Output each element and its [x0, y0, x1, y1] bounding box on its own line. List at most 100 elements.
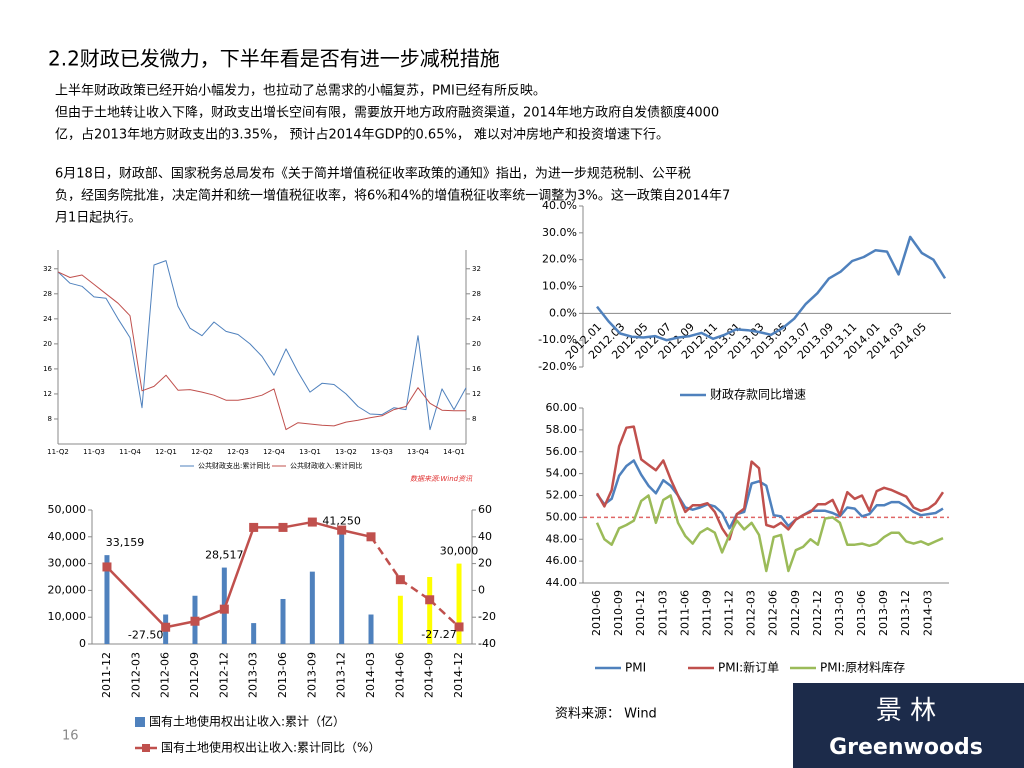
line-marker — [219, 604, 229, 614]
x-tick-label: 2014-06 — [393, 652, 406, 698]
bar — [456, 563, 462, 644]
x-tick-label: 2013-03 — [833, 590, 846, 636]
x-tick-label: 2012-06 — [767, 590, 780, 636]
y-tick-label: 60.00 — [546, 401, 578, 414]
x-tick-label: 13-Q1 — [299, 448, 321, 456]
x-tick-label: 2012-09 — [188, 652, 201, 698]
x-tick-label: 2010-12 — [634, 590, 647, 636]
x-tick-label: 2011-12 — [100, 652, 113, 698]
y-tick-label: 0 — [79, 637, 86, 650]
bar — [427, 577, 433, 644]
x-tick-label: 2014-12 — [452, 652, 465, 698]
bar — [280, 598, 286, 644]
paragraph-line: 上半年财政政策已经开始小幅发力，也拉动了总需求的小幅复苏，PMI已经有所反映。 — [55, 83, 546, 99]
x-tick-label: 13-Q4 — [407, 448, 429, 456]
x-tick-label: 2012-06 — [159, 652, 172, 698]
line-segment — [165, 619, 196, 629]
paragraph-line: 但由于土地转让收入下降，财政支出增长空间有限，需要放开地方政府融资渠道，2014… — [55, 105, 719, 121]
line — [595, 459, 944, 530]
line — [595, 425, 945, 541]
x-tick-label: 14-Q1 — [443, 448, 465, 456]
line-segment — [369, 536, 402, 581]
x-tick-label: 2011-12 — [723, 590, 736, 636]
x-tick-label: 13-Q3 — [371, 448, 393, 456]
y-tick-label: 40,000 — [48, 530, 87, 543]
x-tick-label: 2013-09 — [877, 590, 890, 636]
line-marker — [366, 532, 376, 542]
y-tick-label: -10.0% — [538, 333, 577, 346]
x-tick-label: 2012-12 — [811, 590, 824, 636]
x-tick-label: 11-Q4 — [119, 448, 141, 456]
data-label: 33,159 — [106, 536, 145, 549]
bar — [309, 571, 315, 644]
data-label: 30,000 — [440, 545, 479, 558]
x-tick-label: 2013-06 — [276, 652, 289, 698]
bar — [397, 595, 403, 644]
x-tick-label: 2014-03 — [364, 652, 377, 698]
legend-label: 国有土地使用权出让收入:累计同比（%） — [161, 740, 380, 755]
y2-tick-label: 20 — [472, 340, 481, 348]
x-tick-label: 2010-09 — [612, 590, 625, 636]
x-tick-label: 2013-06 — [855, 590, 868, 636]
x-tick-label: 2014-03 — [921, 590, 934, 636]
legend-marker — [142, 744, 150, 752]
y-tick-label: 20,000 — [48, 583, 87, 596]
paragraph-line: 月1日起执行。 — [55, 211, 141, 226]
y-tick-label: 50,000 — [48, 503, 87, 516]
y-tick-label: 12 — [43, 390, 52, 398]
y2-tick-label: -40 — [478, 637, 496, 650]
data-label: 28,517 — [205, 549, 244, 562]
y2-tick-label: 0 — [478, 583, 485, 596]
line — [595, 494, 944, 573]
bar — [368, 614, 374, 644]
y2-tick-label: 24 — [472, 315, 481, 323]
x-tick-label: 2011-06 — [678, 590, 691, 636]
y-tick-label: 30.0% — [542, 226, 577, 239]
y-tick-label: 20 — [43, 340, 52, 348]
legend-label: 公共财政支出:累计同比 — [198, 461, 270, 470]
y2-tick-label: 28 — [472, 290, 481, 298]
line-segment — [194, 608, 225, 623]
line-marker — [161, 622, 171, 632]
line-marker — [190, 616, 200, 626]
line-marker — [102, 562, 112, 572]
y-tick-label: 24 — [43, 315, 52, 323]
x-tick-label: 11-Q3 — [83, 448, 105, 456]
x-tick-label: 2011-09 — [700, 590, 713, 636]
y-tick-label: 32 — [43, 265, 52, 273]
x-tick-label: 2012-03 — [129, 652, 142, 698]
y2-tick-label: 40 — [478, 530, 492, 543]
y-tick-label: 20.0% — [542, 253, 577, 266]
y2-tick-label: 16 — [472, 365, 481, 373]
y-tick-label: 44.00 — [546, 576, 578, 589]
y-tick-label: 28 — [43, 290, 52, 298]
line-marker — [425, 595, 435, 605]
line-marker — [249, 522, 259, 532]
y2-tick-label: -20 — [478, 610, 496, 623]
y-tick-label: 8 — [48, 415, 52, 423]
bar — [104, 555, 110, 644]
line-segment — [106, 566, 167, 629]
x-tick-label: 12-Q1 — [155, 448, 177, 456]
y2-tick-label: 8 — [472, 415, 476, 423]
paragraph-line: 负，经国务院批准，决定简并和统一增值税征收率，将6%和4%的增值税征收率统一调整… — [55, 188, 730, 204]
x-tick-label: 2013-03 — [247, 652, 260, 698]
x-tick-label: 2012-12 — [217, 652, 230, 698]
line — [57, 260, 467, 431]
y-tick-label: 0.0% — [549, 306, 577, 319]
y2-tick-label: 20 — [478, 557, 492, 570]
legend-label: 公共财政收入:累计同比 — [290, 461, 362, 470]
line-segment — [428, 598, 460, 628]
line-marker — [278, 522, 288, 532]
data-label: 41,250 — [322, 514, 361, 527]
y-tick-label: 50.00 — [546, 510, 578, 523]
y-tick-label: 56.00 — [546, 445, 578, 458]
y-tick-label: 46.00 — [546, 554, 578, 567]
y2-tick-label: 60 — [478, 503, 492, 516]
paragraph-line: 6月18日，财政部、国家税务总局发布《关于简并增值税征收率政策的通知》指出，为进… — [55, 166, 691, 182]
legend-label: PMI:原材料库存 — [820, 660, 905, 675]
line-marker — [307, 517, 317, 527]
line-segment — [341, 528, 372, 539]
y-tick-label: 52.00 — [546, 489, 578, 502]
x-tick-label: 12-Q2 — [191, 448, 213, 456]
